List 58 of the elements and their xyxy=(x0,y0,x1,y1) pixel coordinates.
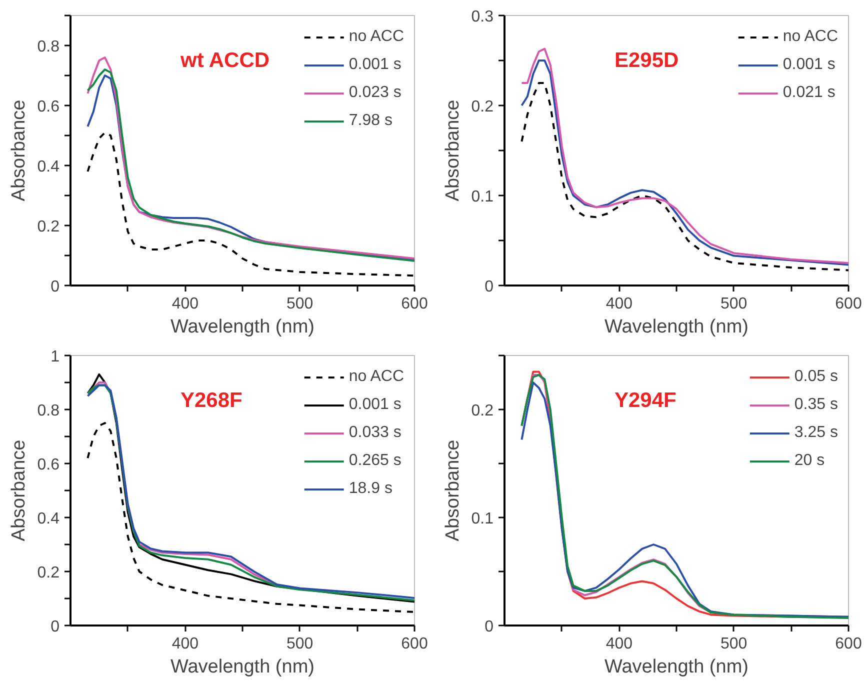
y-tick-label: 0 xyxy=(484,618,494,636)
text: Y294F xyxy=(614,389,677,412)
text: wt ACCD xyxy=(180,49,270,72)
y-axis-title: Absorbance xyxy=(8,440,30,542)
y-tick-label: 0.4 xyxy=(37,510,60,528)
y-axis-title: Absorbance xyxy=(442,100,464,202)
y-tick-label: 0.6 xyxy=(37,98,60,116)
y-axis-title: Absorbance xyxy=(442,440,464,542)
legend-label: 0.05 s xyxy=(794,367,838,387)
legend-label: 0.033 s xyxy=(348,423,402,443)
x-axis-title: Wavelength (nm) xyxy=(170,656,314,678)
x-tick-label: 600 xyxy=(401,636,428,652)
y-tick-label: 0.1 xyxy=(471,188,494,206)
y-tick-label: 0 xyxy=(50,618,60,636)
legend-label: 0.35 s xyxy=(794,395,838,415)
y-tick-label: 0.2 xyxy=(37,564,60,582)
legend-label: 7.98 s xyxy=(348,111,392,131)
y-tick-label: 0.3 xyxy=(471,8,494,26)
legend-label: 0.001 s xyxy=(782,55,836,75)
y-tick-label: 0.2 xyxy=(471,98,494,116)
x-tick-label: 500 xyxy=(720,636,748,652)
x-tick-label: 400 xyxy=(172,296,199,312)
y-tick-label: 0.2 xyxy=(37,218,60,236)
legend-label: 0.001 s xyxy=(348,395,402,415)
x-tick-label: 400 xyxy=(172,636,199,652)
y-tick-label: 0.1 xyxy=(471,510,494,528)
y-tick-label: 0.8 xyxy=(37,38,60,56)
legend-label: 18.9 s xyxy=(348,479,392,499)
text: Y268F xyxy=(180,389,243,412)
x-tick-label: 500 xyxy=(286,296,314,312)
legend-label: 0.023 s xyxy=(348,83,402,103)
y-tick-label: 0.6 xyxy=(37,456,60,474)
x-tick-label: 500 xyxy=(720,296,748,312)
legend-label: no ACC xyxy=(348,367,404,387)
legend-label: 0.001 s xyxy=(348,55,402,75)
text: E295D xyxy=(614,49,679,72)
legend-label: no ACC xyxy=(348,27,404,47)
x-tick-label: 400 xyxy=(606,296,633,312)
legend-label: no ACC xyxy=(782,27,838,47)
legend-label: 20 s xyxy=(794,451,825,471)
y-axis-title: Absorbance xyxy=(8,100,30,202)
x-tick-label: 600 xyxy=(835,296,862,312)
x-tick-label: 500 xyxy=(286,636,314,652)
x-axis-title: Wavelength (nm) xyxy=(604,316,748,338)
y-tick-label: 1 xyxy=(50,348,60,366)
x-tick-label: 600 xyxy=(401,296,428,312)
y-tick-label: 0 xyxy=(50,278,60,296)
legend-label: 0.021 s xyxy=(782,83,836,103)
y-tick-label: 0 xyxy=(484,278,494,296)
x-axis-title: Wavelength (nm) xyxy=(604,656,748,678)
y-tick-label: 0.4 xyxy=(37,158,60,176)
y-tick-label: 0.8 xyxy=(37,402,60,420)
x-tick-label: 600 xyxy=(835,636,862,652)
x-axis-title: Wavelength (nm) xyxy=(170,316,314,338)
y-tick-label: 0.2 xyxy=(471,402,494,420)
x-tick-label: 400 xyxy=(606,636,633,652)
legend-label: 3.25 s xyxy=(794,423,838,443)
legend-label: 0.265 s xyxy=(348,451,402,471)
